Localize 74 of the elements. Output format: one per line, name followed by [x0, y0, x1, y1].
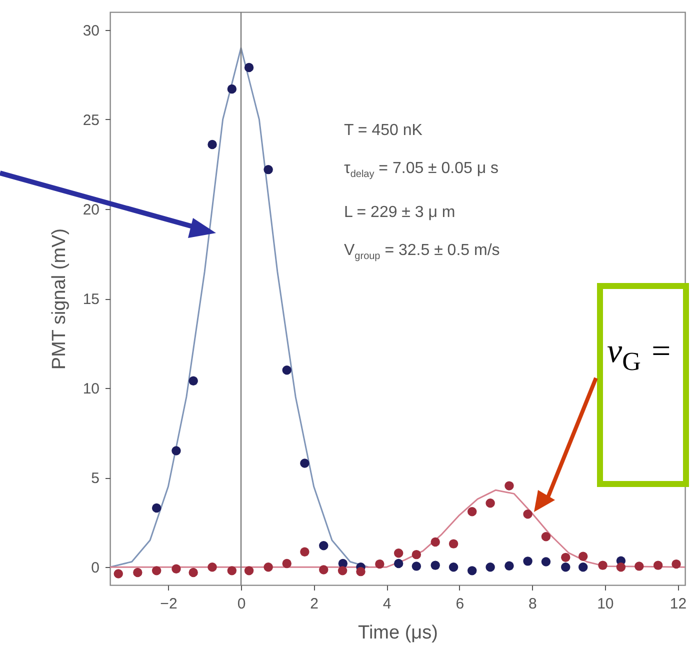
x-tick-label: −2 [160, 596, 178, 612]
point [244, 566, 254, 576]
point [319, 541, 328, 550]
point [486, 498, 495, 508]
point [172, 446, 181, 456]
point [172, 564, 181, 574]
point [412, 550, 422, 560]
x-tick-label: 6 [456, 596, 464, 612]
point [430, 537, 440, 547]
point [227, 84, 237, 94]
x-axis-title: Time (μs) [358, 622, 438, 644]
point [504, 561, 514, 570]
y-axis-title: PMT signal (mV) [48, 228, 70, 370]
annotation: T = 450 nK [344, 121, 424, 141]
y-tick-label: 30 [82, 22, 100, 40]
point [394, 548, 404, 558]
x-tick-label: 12 [670, 596, 687, 612]
point [561, 552, 570, 562]
point [244, 62, 254, 72]
point [467, 506, 477, 516]
point [282, 366, 292, 375]
point [208, 140, 217, 150]
point [598, 560, 608, 570]
point [208, 562, 217, 572]
point [653, 560, 663, 570]
y-tick-label: 5 [91, 470, 100, 488]
annotation: V$_{group}$ = 32.5 ± 0.5 m/s [344, 241, 500, 264]
x-tick-label: 0 [237, 596, 246, 612]
point [448, 539, 458, 548]
point [188, 568, 198, 578]
x-tick-label: 8 [528, 596, 537, 612]
point [523, 509, 532, 519]
point [672, 559, 681, 569]
point [541, 557, 551, 566]
x-tick-label: 2 [310, 596, 318, 612]
point [375, 559, 384, 569]
point [300, 458, 310, 468]
point [114, 569, 123, 578]
point [338, 566, 348, 576]
annotation: τ$_{delay}$ = 7.05 ± 0.05 μ s [344, 159, 500, 182]
point [300, 547, 310, 556]
point [282, 558, 292, 568]
point [448, 562, 458, 572]
point [561, 562, 570, 572]
point [264, 164, 273, 174]
point [394, 558, 404, 568]
point [133, 568, 142, 578]
point [467, 566, 477, 576]
y-tick-label: 10 [82, 380, 100, 398]
point [188, 376, 198, 386]
point [486, 562, 495, 572]
point [578, 552, 588, 561]
point [227, 566, 237, 576]
point [578, 562, 588, 572]
label-box: v$_{G}$ = [597, 283, 689, 487]
y-tick-label: 20 [82, 201, 100, 218]
y-tick-label: 25 [82, 112, 100, 129]
annotation: L = 229 ± 3 μ m [344, 203, 456, 224]
point [152, 566, 162, 576]
point [264, 562, 273, 572]
point [541, 532, 551, 542]
point [523, 556, 532, 566]
point [616, 562, 626, 572]
point [634, 562, 644, 571]
y-tick-label: 15 [82, 291, 100, 308]
point [412, 562, 422, 571]
y-tick-label: 0 [91, 560, 100, 577]
point [356, 566, 366, 576]
x-tick-label: 4 [382, 596, 392, 612]
point [319, 565, 328, 574]
x-tick-label: 10 [597, 596, 614, 612]
point [152, 503, 162, 513]
point [504, 481, 514, 490]
point [430, 560, 440, 570]
